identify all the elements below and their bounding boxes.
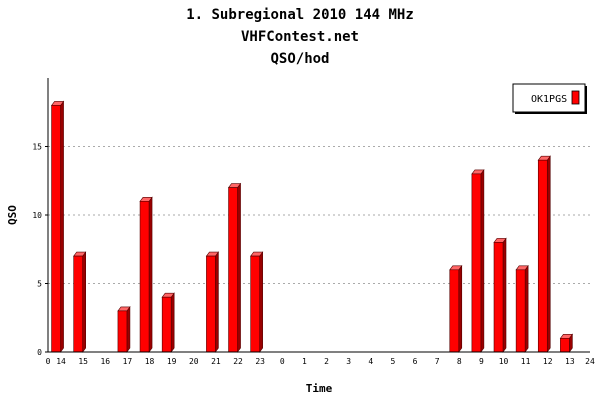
bar-front	[117, 310, 128, 353]
bar-front	[493, 242, 504, 353]
x-tick-label: 7	[435, 357, 440, 366]
bar-side	[502, 237, 507, 353]
bar-front	[449, 269, 460, 353]
bar-side	[546, 155, 551, 353]
x-tick-label: 6	[413, 357, 418, 366]
bar-front	[250, 255, 260, 353]
legend-box-shadow	[585, 86, 587, 114]
bar-side	[170, 292, 175, 353]
x-tick-label: 12	[543, 357, 553, 366]
x-tick-label: 1	[302, 357, 307, 366]
bar	[227, 182, 242, 353]
y-axis-label: QSO	[6, 205, 19, 225]
chart-title: 1. Subregional 2010 144 MHz	[186, 7, 414, 23]
x-tick-label: 16	[100, 357, 110, 366]
y-tick-label: 0	[37, 348, 42, 357]
x-tick-label: 8	[457, 357, 462, 366]
bar-side	[458, 264, 463, 353]
bar	[250, 251, 264, 353]
legend-swatch	[571, 90, 580, 105]
x-tick-label: 2	[324, 357, 329, 366]
bar-front	[51, 105, 61, 353]
bar-side	[215, 251, 219, 353]
bar	[50, 100, 65, 353]
bar-front	[471, 173, 482, 353]
legend-entry-label: OK1PGS	[531, 94, 567, 105]
x-tick-label: 11	[521, 357, 531, 366]
bar-front	[515, 269, 526, 353]
bar	[205, 251, 220, 353]
bar	[493, 237, 507, 353]
x-axis-start-label: 0	[46, 357, 51, 366]
x-tick-label: 20	[189, 357, 199, 366]
bar	[117, 305, 131, 353]
bar-side	[524, 264, 529, 353]
x-axis-label: Time	[306, 382, 333, 395]
x-tick-label: 5	[390, 357, 395, 366]
x-tick-label: 10	[499, 357, 509, 366]
bar	[537, 155, 551, 353]
bar-front	[228, 187, 238, 353]
bar-side	[60, 100, 64, 353]
x-tick-label: 15	[78, 357, 88, 366]
bar	[515, 264, 529, 353]
x-tick-label: 18	[145, 357, 155, 366]
bar	[139, 196, 153, 353]
chart-subtitle-site: VHFContest.net	[240, 29, 359, 45]
bar	[559, 333, 573, 353]
x-tick-label: 22	[233, 357, 243, 366]
x-tick-label: 23	[255, 357, 265, 366]
gridlines	[48, 146, 590, 284]
bar-side	[480, 168, 485, 353]
bar-side	[126, 305, 131, 353]
legend: OK1PGS	[512, 83, 587, 114]
x-tick-label: 3	[346, 357, 351, 366]
bar-front	[73, 255, 83, 353]
bar-side	[148, 196, 153, 353]
bars	[50, 100, 573, 353]
bar	[449, 264, 463, 353]
bar-front	[560, 337, 570, 353]
y-tick-label: 10	[32, 211, 42, 220]
bar	[73, 251, 87, 353]
bar-front	[161, 296, 172, 353]
x-tick-label: 14	[56, 357, 66, 366]
x-tick-label: 9	[479, 357, 484, 366]
bar-side	[259, 251, 263, 353]
chart-title-block: 1. Subregional 2010 144 MHz VHFContest.n…	[0, 4, 600, 70]
bar-front	[206, 255, 216, 353]
x-tick-label: 21	[211, 357, 221, 366]
x-axis-end-label: 24	[585, 357, 595, 366]
y-ticks: 0 5 10 15	[32, 143, 48, 357]
x-tick-label: 13	[565, 357, 575, 366]
bar-side	[82, 251, 86, 353]
y-tick-label: 15	[32, 143, 42, 152]
x-tick-label: 19	[167, 357, 177, 366]
chart-subtitle-unit: QSO/hod	[270, 51, 330, 67]
bar	[471, 168, 485, 353]
bar-front	[139, 201, 150, 353]
x-tick-label: 4	[368, 357, 373, 366]
legend-box-shadow-bottom	[515, 112, 587, 114]
x-tick-label: 17	[123, 357, 133, 366]
x-tick-label: 0	[280, 357, 285, 366]
bar-side	[237, 182, 241, 353]
bar-front	[537, 159, 548, 353]
y-tick-label: 5	[37, 280, 42, 289]
bar	[161, 292, 175, 353]
